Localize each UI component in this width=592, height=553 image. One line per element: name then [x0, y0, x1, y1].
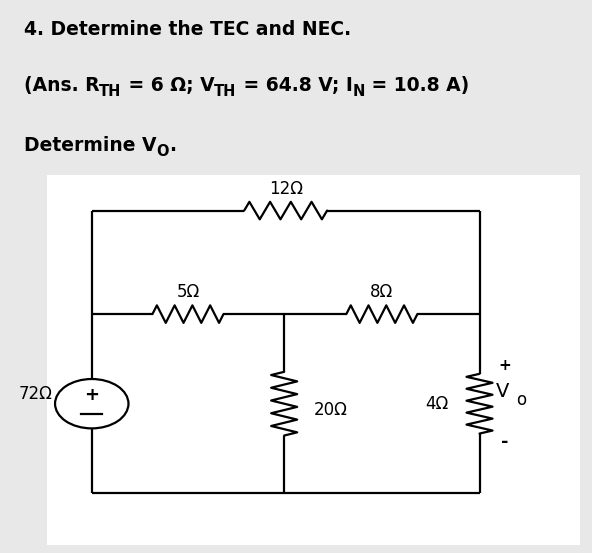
Text: V: V — [496, 382, 510, 401]
Text: .: . — [169, 136, 176, 155]
Text: = 10.8 A): = 10.8 A) — [365, 76, 469, 95]
Text: = 64.8 V; I: = 64.8 V; I — [237, 76, 353, 95]
Text: TH: TH — [214, 84, 237, 100]
Text: 12Ω: 12Ω — [269, 180, 303, 198]
Text: 4Ω: 4Ω — [426, 395, 449, 413]
Text: O: O — [156, 144, 169, 159]
Text: 8Ω: 8Ω — [370, 283, 394, 301]
Text: (Ans. R: (Ans. R — [24, 76, 99, 95]
Text: TH: TH — [99, 84, 122, 100]
Text: Determine V: Determine V — [24, 136, 156, 155]
Text: -: - — [501, 432, 508, 451]
Text: +: + — [498, 358, 511, 373]
Text: o: o — [516, 391, 526, 409]
Text: 72Ω: 72Ω — [18, 385, 53, 403]
Text: +: + — [84, 386, 99, 404]
Text: = 6 Ω; V: = 6 Ω; V — [122, 76, 214, 95]
Text: N: N — [353, 84, 365, 100]
Text: 5Ω: 5Ω — [176, 283, 200, 301]
Text: 4. Determine the TEC and NEC.: 4. Determine the TEC and NEC. — [24, 20, 351, 39]
Text: 20Ω: 20Ω — [314, 401, 348, 419]
